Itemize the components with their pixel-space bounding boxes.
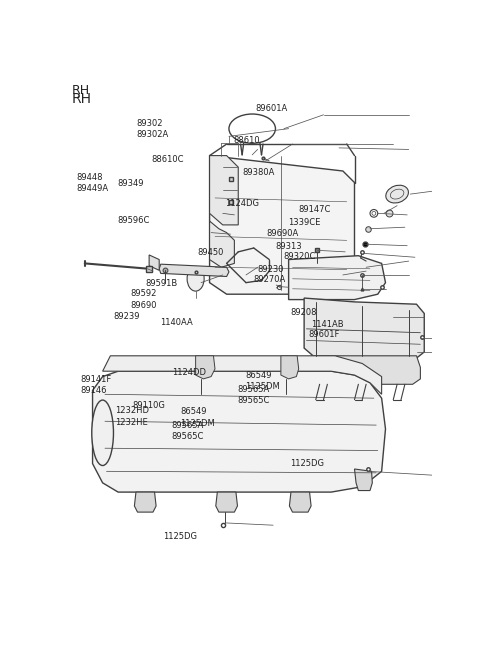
Text: RH: RH: [72, 84, 90, 97]
Text: 89147C: 89147C: [298, 205, 330, 214]
Polygon shape: [281, 356, 299, 379]
Text: 89208: 89208: [290, 308, 316, 316]
Ellipse shape: [386, 185, 408, 203]
Polygon shape: [103, 356, 382, 394]
Text: 1232HD
1232HE: 1232HD 1232HE: [115, 407, 149, 426]
Polygon shape: [304, 356, 420, 384]
Polygon shape: [288, 255, 385, 299]
Polygon shape: [210, 156, 355, 294]
Polygon shape: [210, 221, 234, 267]
Text: 89565A
89565C: 89565A 89565C: [238, 384, 270, 405]
Text: 88610C: 88610C: [151, 155, 184, 164]
Text: 89380A: 89380A: [242, 168, 275, 178]
Polygon shape: [149, 255, 159, 271]
Text: 1125DG: 1125DG: [163, 532, 197, 540]
Polygon shape: [289, 492, 311, 512]
Text: 89313: 89313: [275, 242, 301, 251]
Ellipse shape: [187, 267, 204, 291]
Text: 89592
89690: 89592 89690: [131, 290, 157, 310]
Text: 86549
1125DM: 86549 1125DM: [180, 407, 215, 428]
Text: 89448
89449A: 89448 89449A: [77, 173, 109, 193]
Text: 1140AA: 1140AA: [160, 318, 192, 327]
Text: 89302
89302A: 89302 89302A: [136, 119, 168, 139]
Text: 1339CE: 1339CE: [288, 218, 321, 227]
Text: 1125DG: 1125DG: [290, 459, 324, 468]
Text: RH: RH: [72, 92, 92, 105]
Text: 89591B: 89591B: [145, 280, 178, 288]
Polygon shape: [304, 298, 424, 358]
Polygon shape: [134, 492, 156, 512]
Polygon shape: [93, 371, 385, 492]
Text: 89349: 89349: [118, 179, 144, 187]
Text: 89565A
89565C: 89565A 89565C: [172, 421, 204, 441]
Text: 89270A: 89270A: [253, 275, 286, 284]
Text: 1124DD: 1124DD: [172, 367, 205, 377]
Text: 1124DG: 1124DG: [226, 199, 260, 208]
Text: 88610: 88610: [233, 136, 260, 145]
Text: 89450: 89450: [197, 248, 223, 257]
Polygon shape: [196, 356, 215, 379]
Text: 89230: 89230: [257, 265, 284, 274]
Text: 89601F: 89601F: [309, 330, 340, 339]
Text: 89690A: 89690A: [266, 229, 299, 238]
Text: 89596C: 89596C: [118, 216, 150, 225]
Polygon shape: [210, 156, 238, 225]
Text: 1141AB: 1141AB: [311, 320, 344, 329]
Text: 89141F
89146: 89141F 89146: [81, 375, 112, 395]
Text: 86549
1125DM: 86549 1125DM: [245, 371, 280, 391]
Polygon shape: [159, 264, 229, 276]
Text: 89110G: 89110G: [132, 401, 166, 410]
Text: 89320C: 89320C: [283, 252, 315, 261]
Text: 89601A: 89601A: [255, 104, 288, 113]
Ellipse shape: [92, 400, 113, 466]
Text: 89239: 89239: [113, 312, 140, 321]
Polygon shape: [355, 469, 372, 491]
Polygon shape: [216, 492, 238, 512]
